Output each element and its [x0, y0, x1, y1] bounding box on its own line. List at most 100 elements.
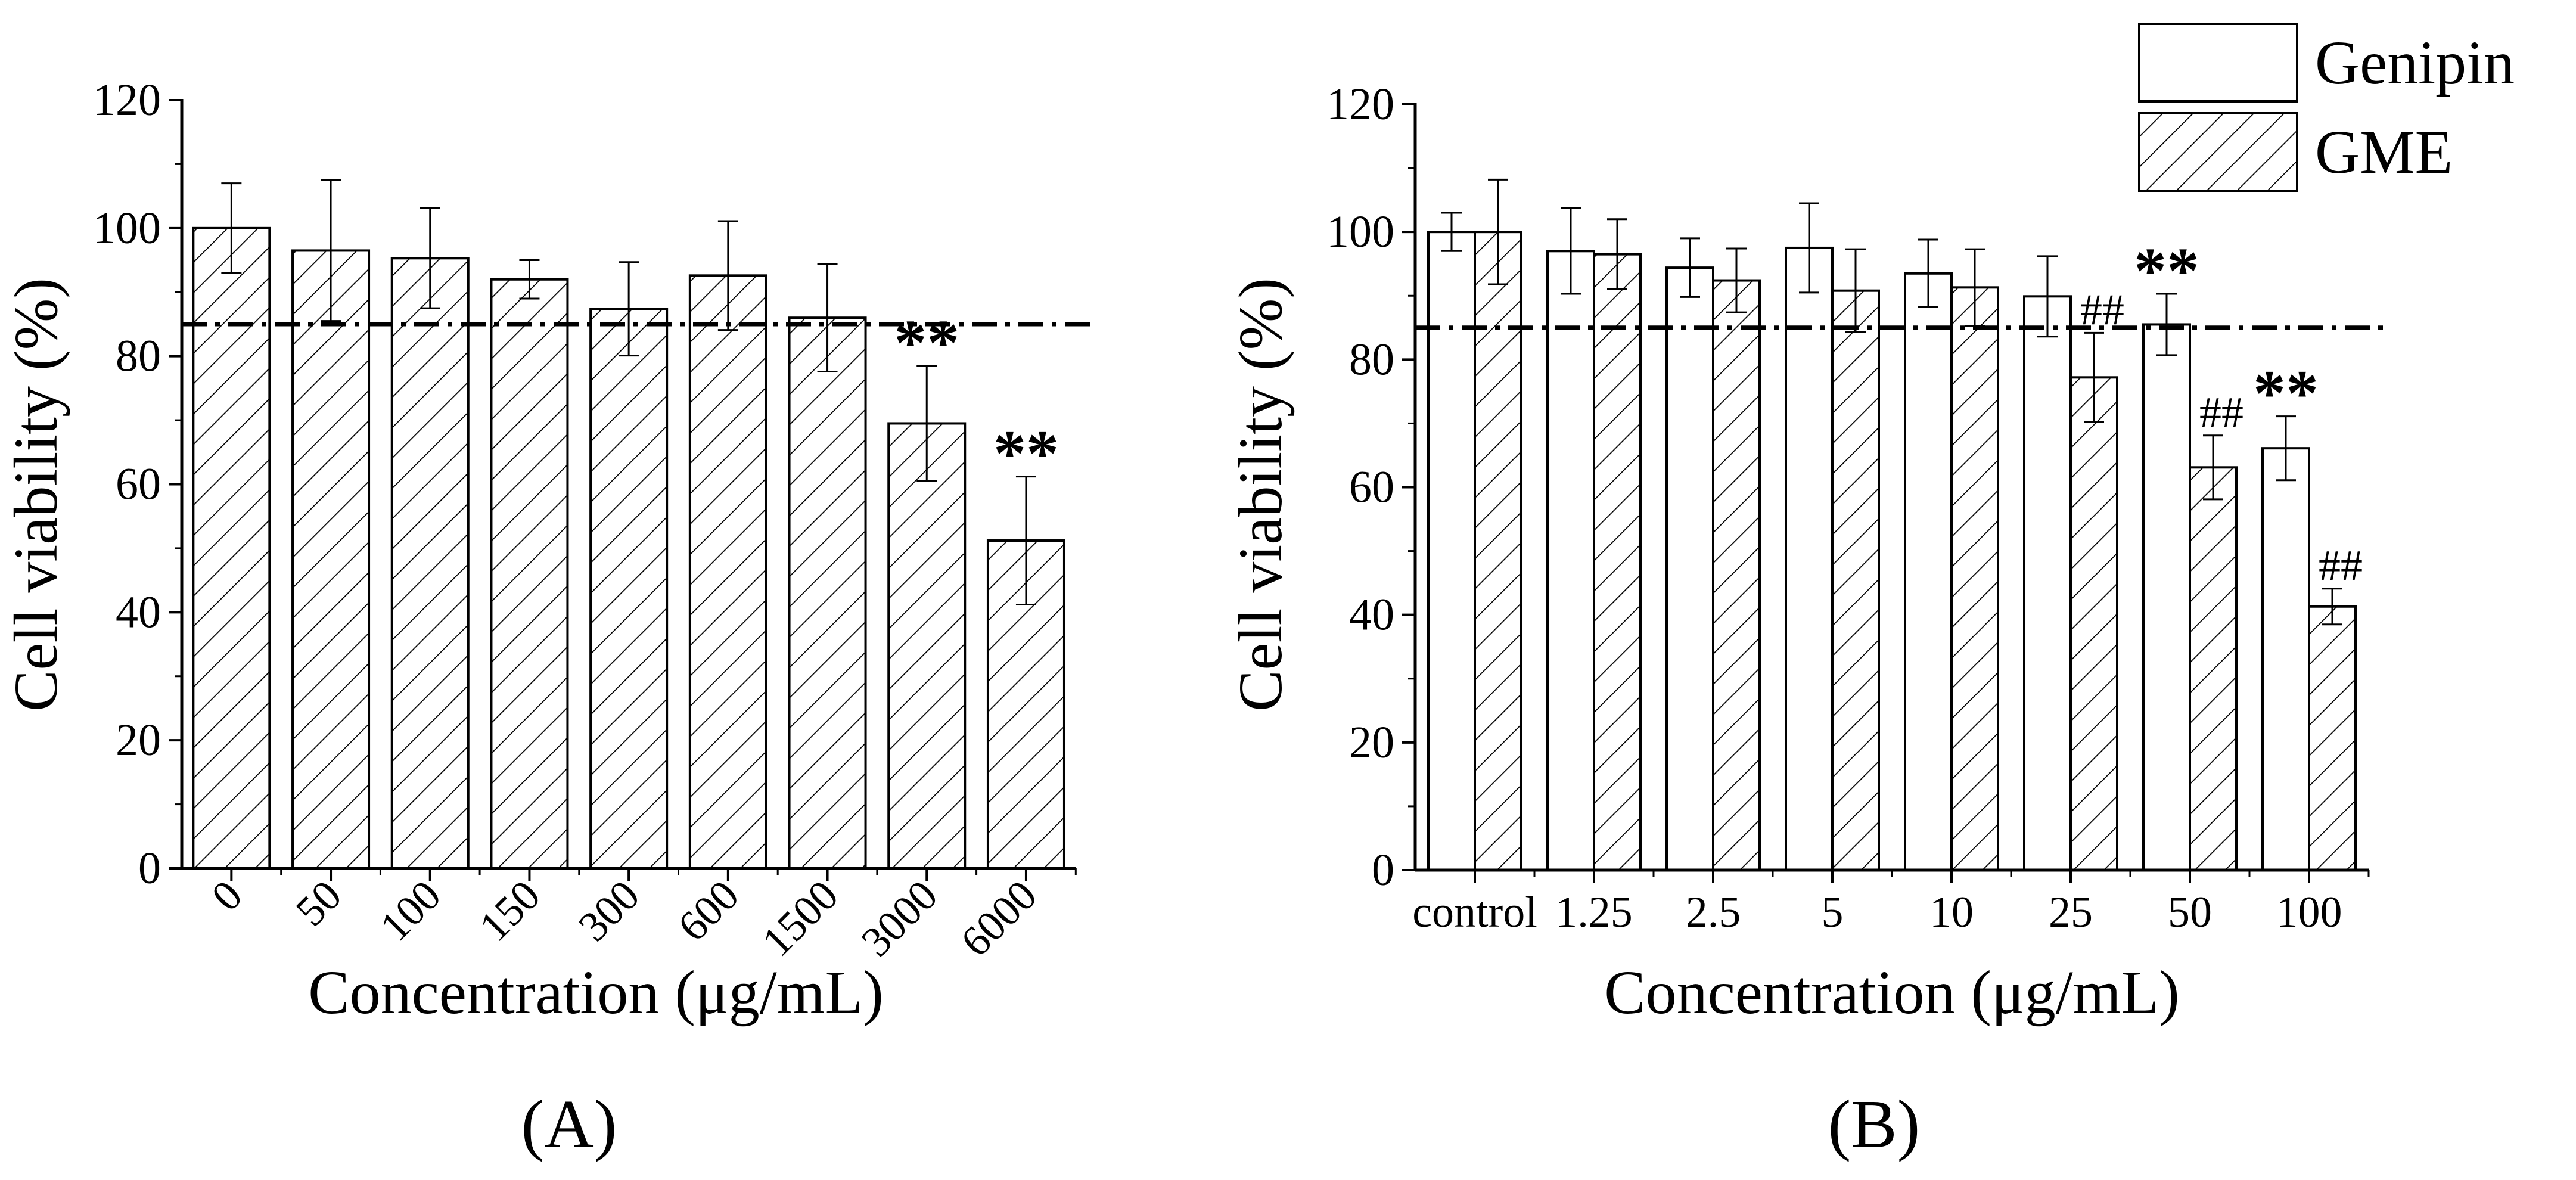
panel-b-bar-genipin-100: [2261, 447, 2310, 871]
panel-a-error-bar-gme-3000: [916, 365, 937, 482]
panel-b-error-bar-gme-control: [1488, 178, 1508, 285]
panel-b-y-tick-label: 20: [1349, 718, 1394, 768]
legend: Genipin GME: [2138, 23, 2515, 192]
panel-a-x-tick-label: 100: [371, 871, 450, 951]
panel-b-bar-gme-control: [1474, 231, 1522, 872]
panel-a-error-bar-gme-300: [619, 261, 639, 357]
panel-a-y-axis-label: Cell viability (%): [2, 278, 70, 712]
legend-label-genipin: Genipin: [2315, 29, 2515, 97]
panel-b-x-tick-label: 100: [2276, 888, 2342, 937]
panel-b-error-bar-genipin-50: [2156, 293, 2177, 356]
panel-a-y-tick-label: 0: [138, 843, 161, 893]
panel-a-y-tick-label: 100: [93, 203, 161, 253]
panel-b-bar-gme-1.25: [1593, 253, 1642, 871]
panel-a-x-tick-label: 6000: [952, 871, 1046, 965]
panel-b-y-tick-label: 100: [1326, 207, 1394, 257]
panel-b-bar-gme-25: [2069, 376, 2118, 871]
panel-b-bar-gme-100: [2308, 605, 2357, 872]
panel-b-bar-gme-50: [2189, 466, 2238, 871]
panel-b-error-bar-genipin-5: [1799, 202, 1819, 294]
panel-a-bar-gme-150: [490, 278, 569, 870]
panel-b-error-bar-genipin-25: [2037, 255, 2058, 338]
panel-a-x-ticks: 0 50 100 150 300 600 1500 3000 6000: [203, 868, 1077, 965]
panel-b-y-axis-label: Cell viability (%): [1226, 278, 1295, 712]
panel-b-annotation-50-genipin: **: [2134, 234, 2199, 307]
panel-b-x-tick-label: 10: [1929, 888, 1974, 937]
legend-swatch-genipin: [2138, 23, 2298, 103]
panel-b-annotation-100-genipin: **: [2253, 357, 2319, 430]
panel-a-x-tick-label: 0: [203, 871, 251, 920]
panel-b-error-bars: [1441, 178, 2342, 626]
panel-a-bar-gme-100: [390, 257, 470, 870]
panel-b-bar-gme-2.5: [1712, 279, 1761, 871]
panel-a-y-tick-label: 120: [93, 75, 161, 125]
panel-a-x-tick-label: 1500: [753, 871, 847, 965]
panel-b-bar-genipin-50: [2142, 323, 2191, 871]
panel-b-error-bar-gme-25: [2084, 331, 2104, 423]
panel-a-error-bar-gme-600: [717, 220, 738, 331]
panel-a-bar-gme-300: [589, 308, 669, 870]
panel-b-error-bar-genipin-10: [1918, 238, 1938, 309]
panel-b-error-bar-genipin-2.5: [1680, 237, 1700, 298]
panel-b-y-tick-label: 60: [1349, 462, 1394, 513]
panel-a-y-tick-label: 60: [116, 459, 161, 510]
panel-b-error-bar-gme-100: [2322, 588, 2342, 626]
panel-a-bar-gme-3000: [887, 422, 967, 870]
panel-b-x-axis-label: Concentration (μg/mL): [1604, 958, 2180, 1027]
panel-b-error-bar-gme-2.5: [1726, 247, 1747, 313]
panel-a-bar-gme-50: [291, 249, 371, 870]
panel-a: ** ** 0 20 40 60 80 100 120 0 50 100 150 300 600 1500…: [2, 75, 1093, 1163]
panel-b-x-tick-label: 1.25: [1555, 888, 1633, 937]
panel-b-x-ticks: control 1.25 2.5 5 10 25 50 100: [1412, 870, 2370, 937]
panel-a-bar-gme-1500: [788, 316, 867, 870]
panel-b-y-tick-label: 120: [1326, 79, 1394, 129]
panel-a-x-tick-label: 150: [470, 871, 549, 951]
panel-a-annotation-6000: **: [993, 417, 1059, 490]
panel-b-error-bar-genipin-100: [2276, 415, 2296, 482]
panel-b-bar-genipin-10: [1904, 272, 1953, 872]
panel-b-error-bar-gme-1.25: [1607, 218, 1627, 291]
panel-b-bar-genipin-25: [2023, 295, 2072, 871]
panel-b-x-tick-label: 25: [2049, 888, 2093, 937]
panel-b-error-bar-gme-50: [2203, 434, 2223, 501]
panel-a-y-tick-label: 40: [116, 587, 161, 637]
panel-b-bar-genipin-1.25: [1546, 250, 1595, 872]
panel-b-error-bar-gme-5: [1845, 248, 1866, 333]
panel-b-error-bar-genipin-control: [1441, 212, 1462, 252]
panel-b-x-tick-label: control: [1412, 888, 1537, 937]
panel-b-bar-gme-10: [1950, 286, 1999, 871]
panel-a-y-ticks: 0 20 40 60 80 100 120: [93, 75, 182, 893]
panel-a-error-bar-gme-6000: [1015, 476, 1036, 605]
panel-b-y-tick-label: 0: [1372, 845, 1394, 895]
panel-b-annotations: ##**## **##: [2080, 234, 2363, 591]
panel-a-error-bar-gme-100: [420, 207, 440, 309]
panel-b-bar-gme-5: [1831, 289, 1880, 871]
panel-a-error-bar-gme-1500: [817, 263, 838, 372]
panel-a-annotations: ** **: [894, 306, 1059, 490]
panel-a-x-tick-label: 50: [287, 871, 350, 935]
panel-a-bar-gme-0: [192, 226, 271, 870]
panel-a-bar-gme-600: [688, 274, 767, 870]
panel-b-annotation-50-gme: ##: [2199, 389, 2243, 437]
panel-b-x-tick-label: 2.5: [1686, 888, 1741, 937]
panel-a-x-tick-label: 3000: [852, 871, 946, 965]
panel-a-x-tick-label: 300: [570, 871, 649, 951]
panel-b-y-tick-label: 40: [1349, 590, 1394, 640]
panel-a-x-axis-label: Concentration (μg/mL): [308, 958, 884, 1027]
panel-a-error-bar-gme-50: [321, 179, 341, 322]
legend-swatch-gme: [2138, 112, 2298, 192]
panel-b-annotation-100-gme: ##: [2319, 542, 2363, 591]
panel-a-y-tick-label: 80: [116, 331, 161, 381]
panel-b-x-tick-label: 50: [2168, 888, 2212, 937]
legend-label-gme: GME: [2315, 118, 2453, 187]
panel-b-label: (B): [1828, 1086, 1921, 1163]
panel-a-error-bar-gme-150: [519, 259, 540, 300]
panel-b-bar-genipin-2.5: [1665, 266, 1714, 871]
panel-b-bar-genipin-5: [1785, 246, 1834, 871]
panel-a-annotation-3000: **: [894, 306, 959, 379]
panel-a-x-tick-label: 600: [669, 871, 748, 951]
panel-a-error-bars: [221, 179, 1036, 605]
panel-b-y-tick-label: 80: [1349, 334, 1394, 384]
panel-a-y-tick-label: 20: [116, 715, 161, 765]
